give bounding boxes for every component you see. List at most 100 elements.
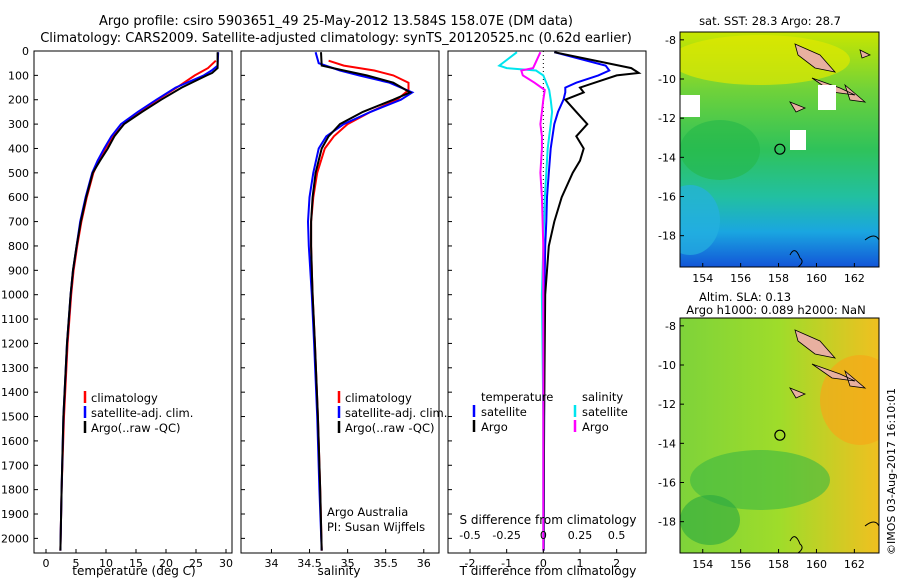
depth-tick-label: 700 [8, 216, 29, 229]
map-y-tick-label: -16 [658, 477, 676, 490]
legend-title-salinity: salinity [582, 390, 623, 404]
x-tick-label: 34 [264, 557, 278, 570]
temperature-x-label: temperature (deg C) [72, 564, 195, 578]
map-y-tick-label: -10 [658, 73, 676, 86]
x-tick-label: 20 [159, 557, 173, 570]
x-tick-label: 35.5 [373, 557, 398, 570]
x-tick-label: 0 [43, 557, 50, 570]
temperature-series [59, 52, 220, 551]
depth-tick-label: 900 [8, 264, 29, 277]
map-x-tick-label: 156 [730, 272, 751, 285]
sst-cloud-mask-3 [680, 95, 700, 117]
depth-axis: 0 100 200 300 400 500 600 700 800 900 1000 1100 1200… [1, 45, 452, 545]
depth-tick-label: 1800 [1, 484, 29, 497]
temperature-panel-frame [33, 50, 233, 554]
sla-map-title: Altim. SLA: 0.13 [699, 290, 791, 304]
x-tick-label: 0 [540, 557, 547, 570]
s-diff-tick-label: -0.25 [492, 529, 520, 542]
map-x-tick-label: 158 [768, 558, 789, 571]
x-tick-label: -2 [465, 557, 476, 570]
map-y-tick-label: -14 [658, 437, 676, 450]
depth-tick-label: 100 [8, 69, 29, 82]
difference-x-label: T difference from climatology [459, 564, 637, 578]
sla-map-ticks: 154 156 158 160 162 -8 -10 -12 -14 -16 -18 [658, 320, 865, 571]
s-diff-tick-label: 0.25 [568, 529, 593, 542]
depth-tick-label: 200 [8, 94, 29, 107]
depth-tick-label: 300 [8, 118, 29, 131]
sst-map-ticks: 154 156 158 160 162 -8 -10 -12 -14 -16 -18 [658, 34, 865, 285]
map-y-tick-label: -8 [665, 320, 676, 333]
sst-land [789, 43, 871, 113]
x-tick-label: 1 [577, 557, 584, 570]
legend-label-climatology: climatology [91, 391, 158, 405]
map-x-tick-label: 154 [692, 558, 713, 571]
x-tick-label: 34.5 [297, 557, 322, 570]
map-y-tick-label: -12 [658, 112, 676, 125]
legend-label-temp-satellite: satellite [481, 405, 527, 419]
sst-map: sat. SST: 28.3 Argo: 28.7 154 156 158 160 16… [658, 14, 880, 285]
map-y-tick-label: -10 [658, 359, 676, 372]
sst-green-patch [680, 120, 760, 180]
x-tick-label: 25 [189, 557, 203, 570]
depth-tick-label: 1000 [1, 289, 29, 302]
depth-tick-label: 1300 [1, 362, 29, 375]
sla-map-frame [679, 317, 880, 554]
depth-tick-label: 1400 [1, 386, 29, 399]
legend-label-satellite: satellite-adj. clim. [345, 406, 447, 420]
x-tick-label: 36 [417, 557, 431, 570]
legend-label-climatology: climatology [345, 391, 412, 405]
sla-mid-patch [690, 450, 830, 510]
legend-label-argo: Argo(..raw -QC) [345, 421, 435, 435]
legend-title-temperature: temperature [481, 390, 553, 404]
header-line-1: Argo profile: csiro 5903651_49 25-May-20… [99, 14, 573, 29]
difference-panel-frame [447, 50, 647, 554]
imos-credit: ©IMOS 03-Aug-2017 16:10:01 [885, 388, 898, 555]
map-x-tick-label: 162 [844, 272, 865, 285]
s-diff-tick-label: 0.5 [608, 529, 626, 542]
pi-annotation: PI: Susan Wijffels [327, 520, 425, 534]
legend-label-sal-argo: Argo [582, 420, 609, 434]
sla-coast [789, 521, 879, 553]
depth-tick-label: 800 [8, 240, 29, 253]
depth-tick-label: 500 [8, 167, 29, 180]
depth-tick-label: 0 [22, 45, 29, 58]
sst-map-frame [679, 31, 880, 268]
depth-tick-label: 400 [8, 142, 29, 155]
sst-cloud-mask [790, 130, 806, 150]
x-axis-ticks: 0 5 10 15 20 25 30 34 34.5 35 35.5 36 -2 -1 0 1 2 -0.5 -0.… [43, 529, 626, 570]
map-x-tick-label: 154 [692, 272, 713, 285]
series-line-temperature-argo [542, 51, 642, 551]
series-line-temperature-satellite [542, 51, 611, 551]
map-y-tick-label: -18 [658, 230, 676, 243]
sst-coast [789, 235, 879, 267]
x-tick-label: 15 [129, 557, 143, 570]
depth-tick-label: 2000 [1, 532, 29, 545]
difference-series [497, 51, 642, 553]
x-tick-label: 10 [99, 557, 113, 570]
depth-tick-label: 1700 [1, 459, 29, 472]
legend-label-sal-satellite: satellite [582, 405, 628, 419]
depth-tick-label: 1100 [1, 313, 29, 326]
temperature-legend: climatology satellite-adj. clim. Argo(..… [83, 391, 193, 435]
x-tick-label: 30 [219, 557, 233, 570]
map-y-tick-label: -14 [658, 151, 676, 164]
salinity-legend: climatology satellite-adj. clim. Argo(..… [337, 391, 447, 435]
salinity-x-label: salinity [317, 564, 360, 578]
sst-cloud-mask-2 [818, 85, 836, 110]
series-line-argo-raw-qc- [310, 52, 413, 551]
sla-land [789, 329, 867, 399]
sla-low-patch [680, 495, 740, 545]
salinity-panel-frame [240, 50, 440, 554]
series-line-argo-raw-qc- [59, 52, 219, 551]
difference-top-x-label: S difference from climatology [460, 513, 637, 527]
map-x-tick-label: 162 [844, 558, 865, 571]
map-x-tick-label: 156 [730, 558, 751, 571]
x-tick-label: -1 [501, 557, 512, 570]
sla-argo-position-marker [774, 429, 786, 441]
map-y-tick-label: -16 [658, 191, 676, 204]
x-tick-label: 2 [613, 557, 620, 570]
difference-legend: temperature satellite Argo salinity sate… [472, 390, 628, 434]
depth-tick-label: 1600 [1, 435, 29, 448]
legend-label-argo: Argo(..raw -QC) [91, 421, 181, 435]
